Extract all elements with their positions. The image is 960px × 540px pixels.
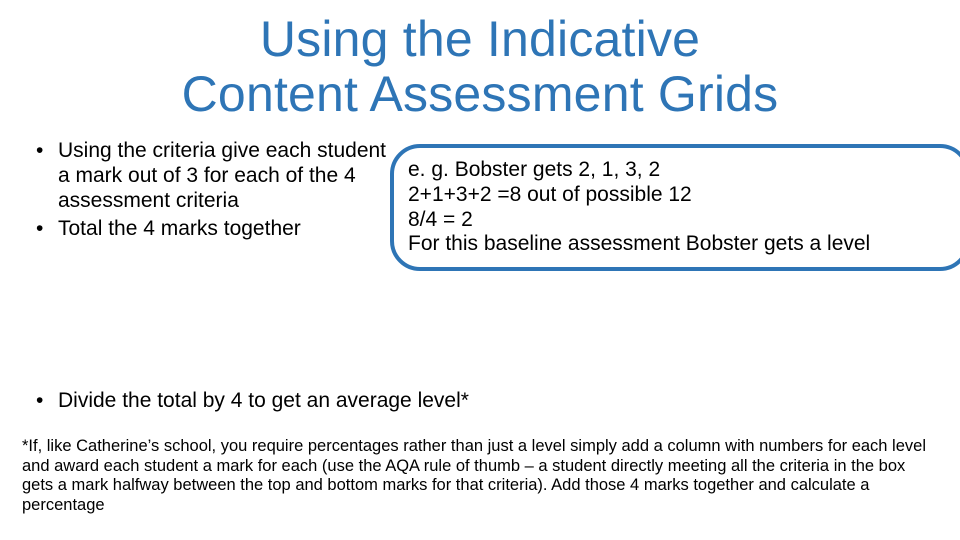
- callout-line-2: 2+1+3+2 =8 out of possible 12: [408, 183, 952, 208]
- title-line-1: Using the Indicative: [260, 11, 700, 67]
- callout-line-4: For this baseline assessment Bobster get…: [408, 232, 952, 257]
- bullet-item-2: Total the 4 marks together: [30, 216, 390, 241]
- example-callout: e. g. Bobster gets 2, 1, 3, 2 2+1+3+2 =8…: [390, 144, 960, 271]
- bullet-item-3: Divide the total by 4 to get an average …: [30, 388, 930, 413]
- callout-line-3: 8/4 = 2: [408, 208, 952, 233]
- footnote: *If, like Catherine’s school, you requir…: [22, 437, 938, 516]
- slide: Using the Indicative Content Assessment …: [0, 12, 960, 540]
- bullet-list-2: Divide the total by 4 to get an average …: [30, 388, 930, 413]
- bullet-item-1: Using the criteria give each student a m…: [30, 138, 390, 214]
- bullet-list: Using the criteria give each student a m…: [30, 138, 390, 241]
- third-bullet-row: Divide the total by 4 to get an average …: [0, 388, 960, 413]
- content-row: Using the criteria give each student a m…: [0, 138, 960, 243]
- left-column: Using the criteria give each student a m…: [30, 138, 390, 243]
- callout-line-1: e. g. Bobster gets 2, 1, 3, 2: [408, 158, 952, 183]
- title-line-2: Content Assessment Grids: [182, 66, 779, 122]
- slide-title: Using the Indicative Content Assessment …: [0, 12, 960, 122]
